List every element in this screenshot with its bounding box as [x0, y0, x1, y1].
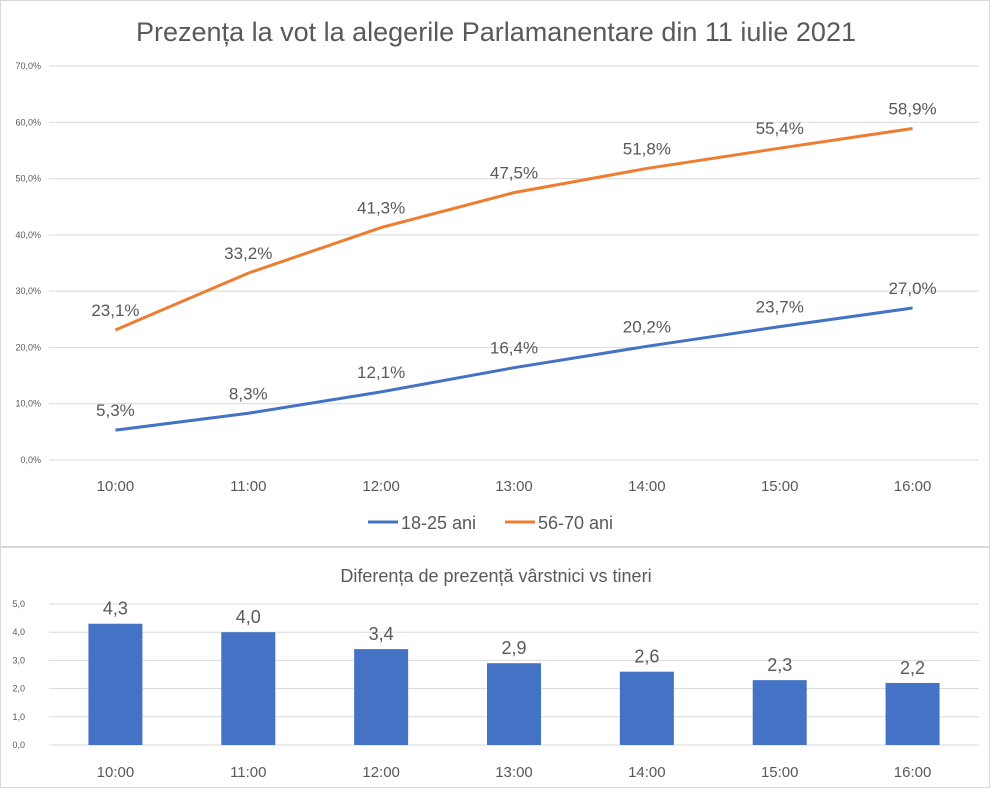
legend-label-56-70: 56-70 ani — [538, 513, 613, 533]
x-tick-label: 13:00 — [495, 764, 533, 781]
data-label: 51,8% — [623, 139, 671, 158]
data-label: 12,1% — [357, 363, 405, 382]
y-tick-label: 1,0 — [12, 712, 25, 722]
data-label: 33,2% — [224, 244, 272, 263]
line-chart-title: Prezența la vot la alegerile Parlamanent… — [136, 17, 856, 47]
bar — [619, 671, 674, 745]
bar — [885, 682, 940, 745]
data-label: 23,1% — [91, 301, 139, 320]
x-tick-label: 14:00 — [628, 764, 666, 781]
data-label: 41,3% — [357, 199, 405, 218]
x-tick-label: 15:00 — [761, 764, 799, 781]
data-label: 55,4% — [756, 119, 804, 138]
bar — [354, 649, 409, 745]
x-tick-label: 16:00 — [894, 764, 932, 781]
x-tick-label: 12:00 — [362, 764, 400, 781]
data-label: 3,4 — [369, 624, 394, 644]
y-tick-label: 10,0% — [15, 399, 41, 409]
line-chart-panel: Prezența la vot la alegerile Parlamanent… — [0, 0, 990, 547]
data-label: 4,0 — [236, 607, 261, 627]
y-tick-label: 0,0% — [20, 455, 41, 465]
data-label: 47,5% — [490, 164, 538, 183]
series-line-18-25 ani — [115, 306, 913, 432]
y-tick-label: 40,0% — [15, 230, 41, 240]
x-tick-label: 15:00 — [761, 478, 799, 495]
x-tick-label: 13:00 — [495, 478, 533, 495]
y-tick-label: 60,0% — [15, 117, 41, 127]
bar — [221, 632, 276, 745]
y-tick-label: 20,0% — [15, 342, 41, 352]
y-tick-label: 30,0% — [15, 286, 41, 296]
bar-chart: Diferența de prezență vârstnici vs tiner… — [12, 566, 979, 781]
data-label: 23,7% — [756, 298, 804, 317]
legend: 18-25 ani 56-70 ani — [368, 513, 613, 533]
y-tick-label: 3,0 — [12, 655, 25, 665]
y-tick-label: 0,0 — [12, 740, 25, 750]
x-tick-label: 16:00 — [894, 478, 932, 495]
y-tick-label: 5,0 — [12, 599, 25, 609]
x-tick-label: 14:00 — [628, 478, 666, 495]
x-tick-label: 11:00 — [230, 478, 266, 495]
bar — [487, 663, 541, 745]
data-label: 20,2% — [623, 317, 671, 336]
data-label: 5,3% — [96, 401, 135, 420]
data-label: 2,3 — [767, 655, 792, 675]
y-tick-label: 70,0% — [15, 61, 41, 71]
line-chart: Prezența la vot la alegerile Parlamanent… — [15, 17, 979, 533]
y-tick-label: 4,0 — [12, 627, 25, 637]
bar — [752, 680, 807, 745]
data-label: 2,2 — [900, 658, 925, 678]
x-tick-label: 12:00 — [362, 478, 400, 495]
data-label: 16,4% — [490, 339, 538, 358]
data-label: 2,6 — [634, 647, 659, 667]
bar-chart-panel: Diferența de prezență vârstnici vs tiner… — [0, 547, 990, 788]
legend-label-18-25: 18-25 ani — [401, 513, 476, 533]
data-label: 4,3 — [103, 599, 128, 619]
series-line-56-70 ani — [114, 126, 913, 332]
bar — [88, 623, 143, 745]
x-tick-label: 11:00 — [230, 764, 266, 781]
x-tick-label: 10:00 — [97, 478, 135, 495]
data-label: 8,3% — [229, 384, 268, 403]
data-label: 58,9% — [888, 99, 936, 118]
bar-chart-title: Diferența de prezență vârstnici vs tiner… — [340, 566, 651, 586]
y-tick-label: 2,0 — [12, 684, 25, 694]
x-tick-label: 10:00 — [97, 764, 135, 781]
y-tick-label: 50,0% — [15, 174, 41, 184]
data-label: 2,9 — [501, 638, 526, 658]
data-label: 27,0% — [888, 279, 936, 298]
